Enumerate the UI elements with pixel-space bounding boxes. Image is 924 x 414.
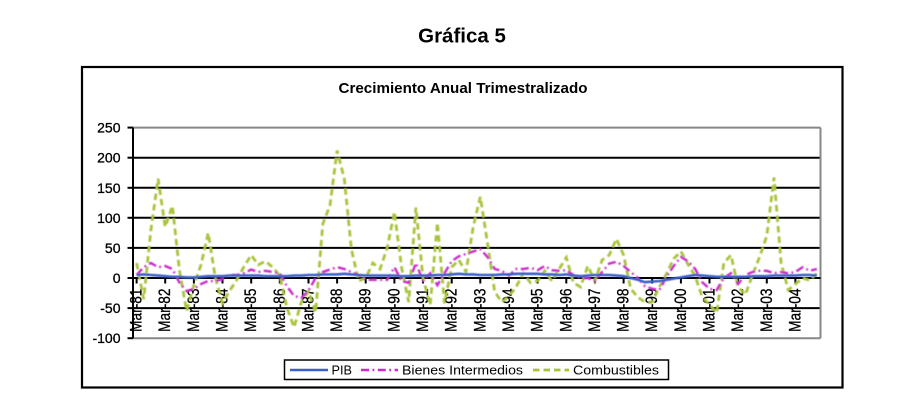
svg-text:Mar-87: Mar-87 [299,289,317,332]
svg-text:Mar-82: Mar-82 [156,289,174,332]
svg-text:0: 0 [113,270,121,286]
svg-text:Gráfica 5: Gráfica 5 [418,25,506,48]
svg-text:-50: -50 [100,300,120,316]
svg-text:Mar-02: Mar-02 [729,289,747,332]
svg-text:Mar-03: Mar-03 [758,289,776,332]
svg-text:Combustibles: Combustibles [573,363,660,378]
svg-text:200: 200 [97,150,121,166]
svg-text:PIB: PIB [332,363,353,378]
svg-text:Mar-04: Mar-04 [786,289,804,332]
svg-text:Mar-98: Mar-98 [614,289,632,332]
svg-text:Crecimiento Anual Trimestraliz: Crecimiento Anual Trimestralizado [339,80,588,97]
svg-text:Mar-00: Mar-00 [672,289,690,332]
svg-text:Mar-93: Mar-93 [471,289,489,332]
svg-text:Mar-99: Mar-99 [643,289,661,332]
svg-text:Mar-97: Mar-97 [586,289,604,332]
svg-text:Mar-88: Mar-88 [328,289,346,332]
svg-text:Mar-85: Mar-85 [242,289,260,332]
svg-text:Mar-95: Mar-95 [528,289,546,332]
svg-text:50: 50 [105,240,121,256]
svg-text:Bienes Intermedios: Bienes Intermedios [402,363,524,378]
svg-text:150: 150 [97,180,121,196]
svg-text:Mar-81: Mar-81 [127,289,145,332]
svg-text:Mar-89: Mar-89 [357,289,375,332]
svg-text:Mar-91: Mar-91 [414,289,432,332]
svg-text:Mar-90: Mar-90 [385,289,403,332]
svg-text:Mar-92: Mar-92 [443,289,461,332]
svg-text:250: 250 [97,120,121,136]
svg-text:Mar-84: Mar-84 [213,289,231,332]
svg-text:-100: -100 [92,330,120,346]
svg-text:Mar-96: Mar-96 [557,289,575,332]
svg-text:100: 100 [97,210,121,226]
svg-text:Mar-94: Mar-94 [500,289,518,332]
